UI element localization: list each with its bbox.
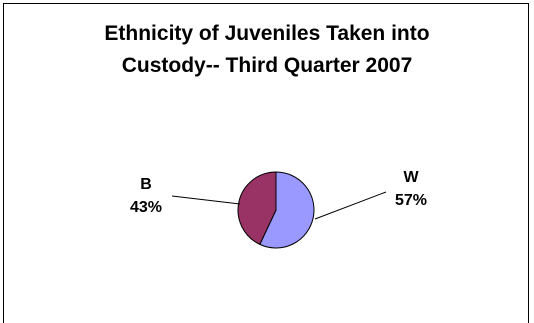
leader-line-w	[314, 191, 387, 220]
chart-frame	[3, 3, 529, 323]
category-label-b: B	[140, 176, 152, 193]
chart-title-line-1: Ethnicity of Juveniles Taken into	[104, 22, 430, 45]
leader-line-b	[171, 195, 241, 205]
chart-title: Ethnicity of Juveniles Taken into Custod…	[0, 18, 534, 82]
pie-slice-w	[259, 171, 315, 249]
percent-label-w: 57%	[395, 192, 427, 209]
pie-slice-b	[237, 171, 277, 246]
percent-label-b: 43%	[130, 199, 162, 216]
category-label-w: W	[403, 169, 419, 186]
chart-title-line-2: Custody-- Third Quarter 2007	[121, 54, 413, 77]
